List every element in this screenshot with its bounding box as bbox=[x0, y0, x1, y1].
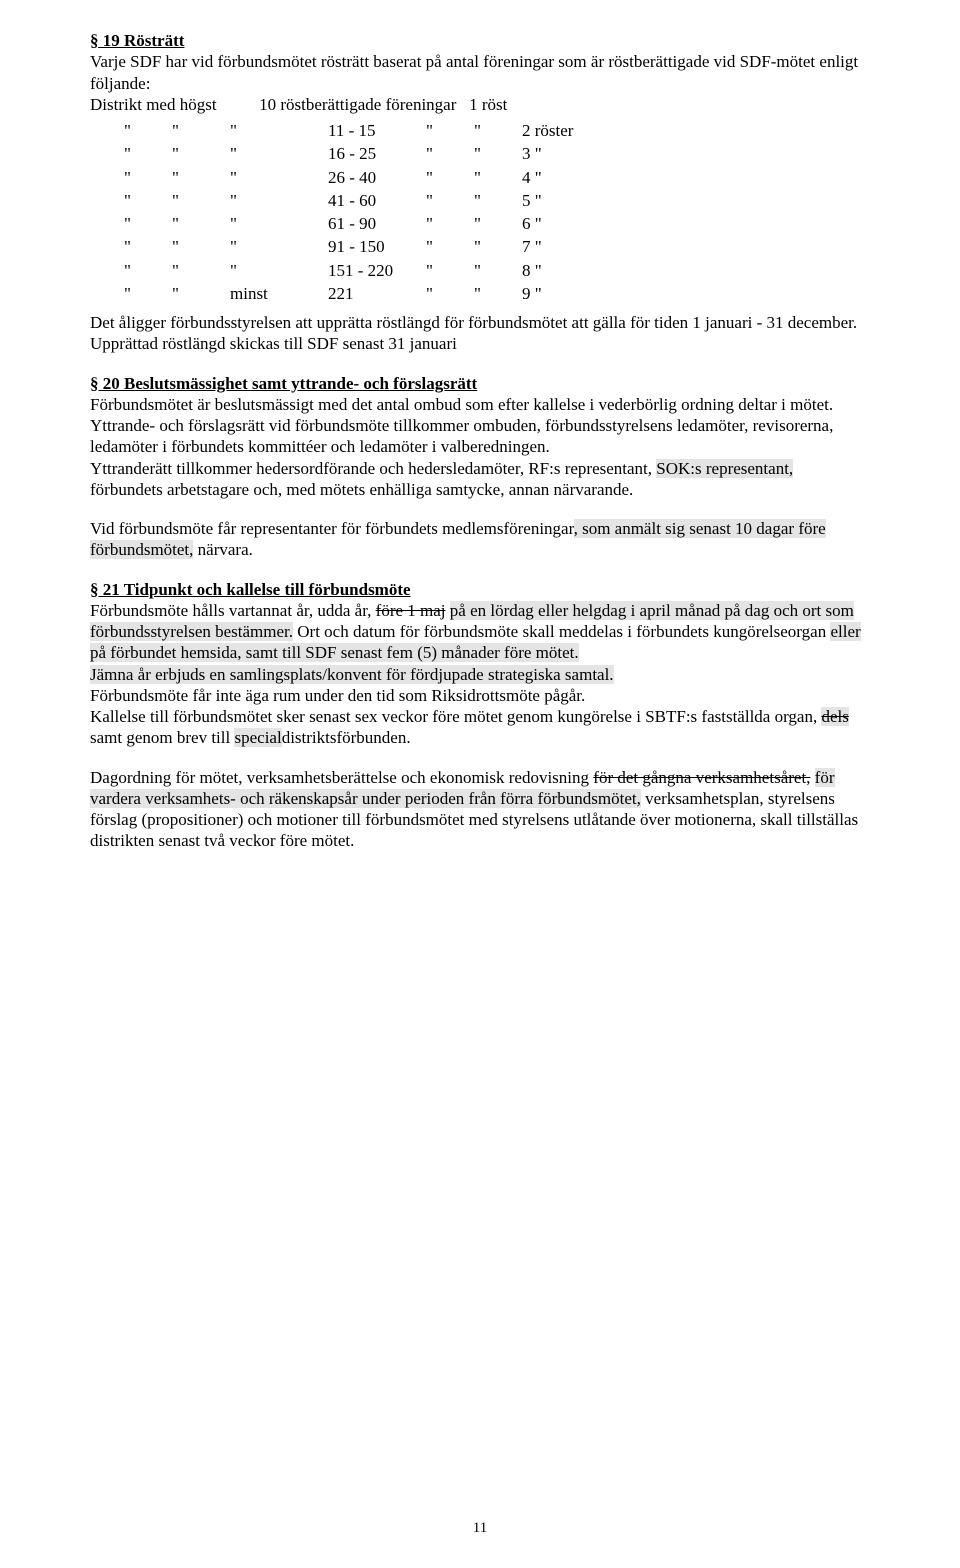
cell: " bbox=[168, 166, 226, 189]
paragraph-text: Yttrande- och förslagsrätt vid förbundsm… bbox=[90, 416, 833, 456]
cell: " bbox=[120, 235, 168, 258]
cell: 5 " bbox=[518, 189, 577, 212]
cell: " bbox=[120, 212, 168, 235]
paragraph-text: Ort och datum för förbundsmöte skall med… bbox=[293, 622, 830, 641]
paragraph-text: Vid förbundsmöte får representanter för … bbox=[90, 519, 574, 538]
cell: 11 - 15 bbox=[324, 119, 422, 142]
highlighted-text: special bbox=[234, 728, 281, 747]
cell: " bbox=[168, 189, 226, 212]
paragraph-text: Dagordning för mötet, verksamhetsberätte… bbox=[90, 768, 593, 787]
cell: " bbox=[226, 259, 324, 282]
cell: " bbox=[470, 259, 518, 282]
cell: 221 bbox=[324, 282, 422, 305]
cell: " bbox=[422, 142, 470, 165]
cell: 16 - 25 bbox=[324, 142, 422, 165]
cell: 9 " bbox=[518, 282, 577, 305]
paragraph-text: Varje SDF har vid förbundsmötet rösträtt… bbox=[90, 52, 858, 92]
table-header-a: Distrikt med högst bbox=[90, 95, 217, 114]
cell: " bbox=[120, 259, 168, 282]
table-row: " " " 11 - 15 " " 2 röster bbox=[120, 119, 577, 142]
cell: " bbox=[226, 166, 324, 189]
struck-highlighted-text: dels bbox=[821, 707, 848, 726]
cell: " bbox=[226, 235, 324, 258]
cell: 2 röster bbox=[518, 119, 577, 142]
cell: " bbox=[470, 142, 518, 165]
table-header-c: 1 röst bbox=[469, 95, 507, 114]
voting-table: " " " 11 - 15 " " 2 röster " " " 16 - 25… bbox=[120, 119, 577, 305]
highlighted-text: Jämna år erbjuds en samlingsplats/konven… bbox=[90, 665, 614, 684]
cell: 91 - 150 bbox=[324, 235, 422, 258]
paragraph-text: Kallelse till förbundsmötet sker senast … bbox=[90, 707, 821, 726]
cell: " bbox=[470, 119, 518, 142]
paragraph-text: Förbundsmöte får inte äga rum under den … bbox=[90, 686, 585, 705]
document-page: § 19 Rösträtt Varje SDF har vid förbunds… bbox=[0, 0, 960, 1568]
cell: " bbox=[168, 119, 226, 142]
cell: " bbox=[168, 142, 226, 165]
table-row: " " " 16 - 25 " " 3 " bbox=[120, 142, 577, 165]
paragraph-text: samt genom brev till bbox=[90, 728, 234, 747]
paragraph-text: närvara. bbox=[193, 540, 252, 559]
cell: " bbox=[470, 235, 518, 258]
cell: 8 " bbox=[518, 259, 577, 282]
cell: " bbox=[226, 212, 324, 235]
cell: 26 - 40 bbox=[324, 166, 422, 189]
struck-text: före 1 maj bbox=[376, 601, 446, 620]
cell: " bbox=[226, 189, 324, 212]
table-header-b: 10 röstberättigade föreningar bbox=[259, 95, 456, 114]
cell: " bbox=[422, 166, 470, 189]
cell: " bbox=[470, 282, 518, 305]
table-row: " " " 41 - 60 " " 5 " bbox=[120, 189, 577, 212]
section-title: § 20 Beslutsmässighet samt yttrande- och… bbox=[90, 374, 477, 393]
cell: " bbox=[422, 282, 470, 305]
cell: " bbox=[168, 212, 226, 235]
highlighted-text: SOK:s representant, bbox=[656, 459, 793, 478]
paragraph-text: distriktsförbunden. bbox=[282, 728, 411, 747]
section-20: § 20 Beslutsmässighet samt yttrande- och… bbox=[90, 373, 870, 501]
cell: 7 " bbox=[518, 235, 577, 258]
section-title: § 19 Rösträtt bbox=[90, 31, 184, 50]
section-title: § 21 Tidpunkt och kallelse till förbunds… bbox=[90, 580, 411, 599]
cell: " bbox=[120, 189, 168, 212]
paragraph-text: Det åligger förbundsstyrelsen att upprät… bbox=[90, 312, 870, 355]
cell: " bbox=[422, 189, 470, 212]
cell: 61 - 90 bbox=[324, 212, 422, 235]
cell: " bbox=[120, 166, 168, 189]
cell: " bbox=[120, 282, 168, 305]
cell: " bbox=[422, 119, 470, 142]
table-row: " " " 61 - 90 " " 6 " bbox=[120, 212, 577, 235]
section-19: § 19 Rösträtt Varje SDF har vid förbunds… bbox=[90, 30, 870, 115]
cell: " bbox=[422, 259, 470, 282]
cell: " bbox=[422, 212, 470, 235]
table-row: " " " 26 - 40 " " 4 " bbox=[120, 166, 577, 189]
cell: " bbox=[120, 119, 168, 142]
cell: " bbox=[168, 282, 226, 305]
cell: " bbox=[422, 235, 470, 258]
table-row: " " " 91 - 150 " " 7 " bbox=[120, 235, 577, 258]
cell: " bbox=[470, 166, 518, 189]
cell: " bbox=[226, 119, 324, 142]
cell: 41 - 60 bbox=[324, 189, 422, 212]
cell: 3 " bbox=[518, 142, 577, 165]
cell: " bbox=[470, 189, 518, 212]
paragraph-text: Dagordning för mötet, verksamhetsberätte… bbox=[90, 767, 870, 852]
page-number: 11 bbox=[0, 1519, 960, 1538]
cell: " bbox=[470, 212, 518, 235]
paragraph-text: Vid förbundsmöte får representanter för … bbox=[90, 518, 870, 561]
cell: " bbox=[168, 259, 226, 282]
table-row: " " " 151 - 220 " " 8 " bbox=[120, 259, 577, 282]
paragraph-text: Förbundsmötet är beslutsmässigt med det … bbox=[90, 395, 833, 414]
cell: " bbox=[226, 142, 324, 165]
cell: " bbox=[168, 235, 226, 258]
cell: 6 " bbox=[518, 212, 577, 235]
table-row: " " minst 221 " " 9 " bbox=[120, 282, 577, 305]
paragraph-text: Yttranderätt tillkommer hedersordförande… bbox=[90, 459, 656, 478]
cell: minst bbox=[226, 282, 324, 305]
paragraph-text: Förbundsmöte hålls vartannat år, udda år… bbox=[90, 601, 376, 620]
section-21: § 21 Tidpunkt och kallelse till förbunds… bbox=[90, 579, 870, 749]
struck-text: för det gångna verksamhetsåret, bbox=[593, 768, 810, 787]
paragraph-text: förbundets arbetstagare och, med mötets … bbox=[90, 480, 633, 499]
cell: 4 " bbox=[518, 166, 577, 189]
cell: 151 - 220 bbox=[324, 259, 422, 282]
cell: " bbox=[120, 142, 168, 165]
